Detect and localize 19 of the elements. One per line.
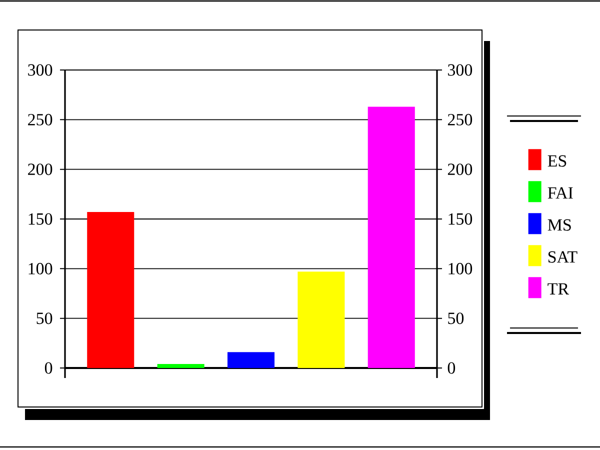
legend-label: SAT <box>548 251 578 263</box>
legend-label: FAI <box>548 187 573 199</box>
y-tick-label: 250 <box>28 114 52 126</box>
y-tick-label: 150 <box>28 213 52 225</box>
legend-label: TR <box>548 283 570 294</box>
legend-label: ES <box>548 155 566 167</box>
y2-tick-label: 150 <box>448 213 472 225</box>
y2-tick-label: 250 <box>448 114 472 126</box>
y2-tick-label: 50 <box>448 312 464 324</box>
y-tick-label: 300 <box>28 64 52 76</box>
y-tick-label: 200 <box>28 164 52 176</box>
y2-tick-label: 200 <box>448 164 472 176</box>
y-tick-label: 100 <box>28 262 52 274</box>
y-tick-label: 0 <box>44 362 52 374</box>
y2-tick-label: 100 <box>448 262 472 274</box>
y2-tick-label: 0 <box>448 362 456 374</box>
legend-label: MS <box>548 219 571 231</box>
y2-tick-label: 300 <box>448 64 472 76</box>
y-tick-label: 50 <box>36 312 52 324</box>
